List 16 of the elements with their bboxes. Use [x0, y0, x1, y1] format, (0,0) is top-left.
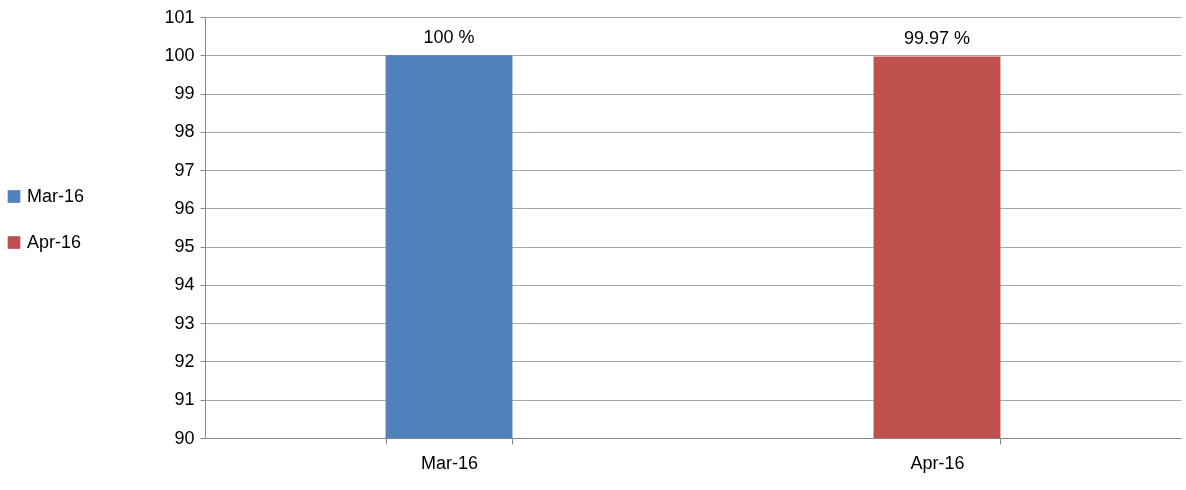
y-tick-label: 96: [174, 197, 195, 218]
y-tick-label: 91: [174, 389, 195, 410]
legend-label: Apr-16: [27, 231, 82, 252]
y-tick-label: 100: [164, 44, 195, 65]
legend-label: Mar-16: [27, 185, 85, 206]
y-tick-label: 101: [164, 6, 195, 27]
y-tick-label: 92: [174, 350, 195, 371]
y-tick-label: 94: [174, 274, 195, 295]
y-tick-label: 98: [174, 121, 195, 142]
y-tick-label: 99: [174, 83, 195, 104]
y-tick-label: 95: [174, 236, 195, 257]
data-label: 99.97 %: [903, 28, 971, 49]
y-tick-label: 90: [174, 427, 195, 448]
y-tick-label: 97: [174, 159, 195, 180]
y-tick-label: 93: [174, 312, 195, 333]
data-label: 100 %: [423, 27, 475, 48]
